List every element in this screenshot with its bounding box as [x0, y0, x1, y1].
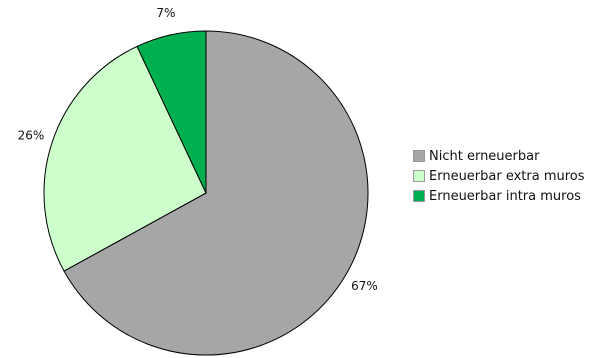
legend-label-nicht-erneuerbar: Nicht erneuerbar	[429, 148, 540, 164]
legend-swatch-erneuerbar-intra-muros	[413, 190, 425, 202]
pie-label-erneuerbar-extra-muros: 26%	[18, 129, 45, 143]
pie-percent-labels: 67% 26% 7%	[18, 6, 378, 293]
legend-item-nicht-erneuerbar: Nicht erneuerbar	[413, 146, 585, 166]
legend-label-erneuerbar-intra-muros: Erneuerbar intra muros	[429, 188, 581, 204]
legend-item-erneuerbar-extra-muros: Erneuerbar extra muros	[413, 166, 585, 186]
legend-swatch-nicht-erneuerbar	[413, 150, 425, 162]
legend-swatch-erneuerbar-extra-muros	[413, 170, 425, 182]
legend: Nicht erneuerbar Erneuerbar extra muros …	[413, 146, 585, 206]
pie-slices	[43, 30, 369, 356]
pie-label-nicht-erneuerbar: 67%	[351, 279, 378, 293]
pie-label-erneuerbar-intra-muros: 7%	[156, 6, 175, 20]
pie-slice-erneuerbar-intra-muros	[136, 30, 207, 194]
legend-label-erneuerbar-extra-muros: Erneuerbar extra muros	[429, 168, 585, 184]
legend-item-erneuerbar-intra-muros: Erneuerbar intra muros	[413, 186, 585, 206]
pie-slice-erneuerbar-extra-muros	[43, 45, 207, 272]
pie-slice-nicht-erneuerbar	[63, 30, 369, 356]
